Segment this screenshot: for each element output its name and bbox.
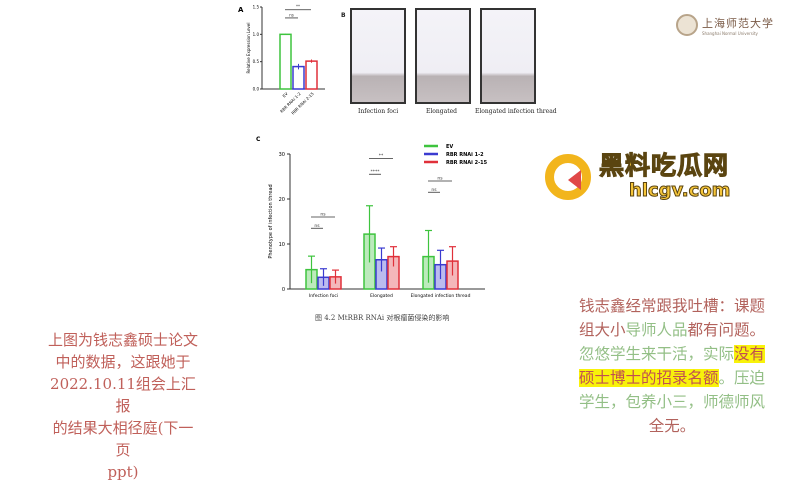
y-tick-label: 1.0 <box>253 32 260 37</box>
micrograph-infection-foci <box>350 8 406 104</box>
right-line: 学生，包养小三，师德师风 <box>578 393 765 411</box>
significance-label: ** <box>296 4 300 9</box>
bar <box>279 33 292 90</box>
x-tick-label: Elongated <box>370 293 393 299</box>
legend-label: EV <box>446 144 453 150</box>
significance-label: ns <box>314 224 320 229</box>
x-tick-label: Infection foci <box>309 293 338 299</box>
y-tick-label: 1.5 <box>253 5 260 10</box>
panel-c-label: C <box>256 136 261 143</box>
micrograph-elongated <box>415 8 471 104</box>
right-line: 钱志鑫经常跟我吐槽：课题 <box>578 297 765 315</box>
logo-name-cn: 上海师范大学 <box>702 16 774 30</box>
y-tick-label: 10 <box>279 242 285 248</box>
left-line: ppt) <box>107 463 139 481</box>
text-seg: 。压迫 <box>718 369 766 387</box>
significance-label: ns <box>289 12 294 17</box>
right-line: 全无。 <box>648 417 696 435</box>
university-logo: 上海师范大学 Shanghai Normal University <box>676 14 774 36</box>
bar <box>292 65 305 90</box>
panel-a-label: A <box>238 6 244 14</box>
y-tick-label: 0.5 <box>253 59 260 64</box>
caption-infection-foci: Infection foci <box>358 108 399 115</box>
y-axis-label: Relative Expression Level <box>246 23 251 74</box>
significance-label: ns <box>431 188 437 193</box>
significance-label: **** <box>371 169 381 175</box>
left-line: 2022.10.11组会上汇报 <box>50 375 196 415</box>
watermark-title: 黑料吃瓜网 <box>598 151 730 180</box>
right-line: 组大小导师人品都有问题。 <box>552 318 792 342</box>
x-tick-label: EV <box>281 91 288 98</box>
significance-label: ns <box>320 213 326 218</box>
micrograph-elongated-thread <box>480 8 536 104</box>
caption-elongated: Elongated <box>426 108 457 115</box>
y-axis-label: Phenotype of infection thread <box>268 184 274 258</box>
y-tick-label: 0.0 <box>253 87 260 92</box>
right-annotation: 钱志鑫经常跟我吐槽：课题 组大小导师人品都有问题。 忽悠学生来干活，实际没有 硕… <box>552 294 792 438</box>
left-line: 上图为钱志鑫硕士论文 <box>48 331 199 349</box>
logo-name-en: Shanghai Normal University <box>702 30 758 36</box>
significance-label: ** <box>379 153 384 159</box>
highlighted-text: 硕士博士的招录名额 <box>578 369 719 387</box>
university-seal-icon <box>676 14 698 36</box>
text-seg: 都有问题。 <box>687 321 766 339</box>
highlighted-text: 没有 <box>734 345 766 363</box>
y-tick-label: 20 <box>279 197 285 203</box>
left-line: 中的数据，这跟她于 <box>55 353 191 371</box>
left-line: 的结果大相径庭(下一页 <box>52 419 194 459</box>
text-seg: 忽悠学生来干活，实际 <box>578 345 734 363</box>
text-seg: 导师人品 <box>625 321 688 339</box>
x-tick-label: Elongated infection thread <box>411 293 471 299</box>
legend-label: RBR RNAi 2-15 <box>446 160 488 166</box>
figure-canvas: A 0.0 0.5 1.0 1.5 Relative Expression Level EV… <box>238 4 488 299</box>
figure-caption: 图 4.2 MtRBR RNAi 对根瘤菌侵染的影响 <box>315 314 450 322</box>
y-tick-label: 0 <box>282 287 285 293</box>
watermark-logo-icon <box>545 153 591 200</box>
legend-label: RBR RNAi 1-2 <box>446 152 484 158</box>
text-seg: 组大小 <box>578 321 626 339</box>
y-tick-label: 30 <box>279 152 285 158</box>
right-line: 硕士博士的招录名额。压迫 <box>552 366 792 390</box>
watermark: 黑料吃瓜网 hlcgv.com <box>545 151 731 202</box>
panel-b-label: B <box>341 12 346 19</box>
bar <box>305 60 318 90</box>
right-line: 忽悠学生来干活，实际没有 <box>552 342 792 366</box>
caption-elongated-thread: Elongated infection thread <box>475 108 557 115</box>
watermark-url: hlcgv.com <box>628 180 731 202</box>
significance-label: ns <box>437 177 443 182</box>
left-annotation: 上图为钱志鑫硕士论文 中的数据，这跟她于 2022.10.11组会上汇报 的结果… <box>48 329 198 483</box>
